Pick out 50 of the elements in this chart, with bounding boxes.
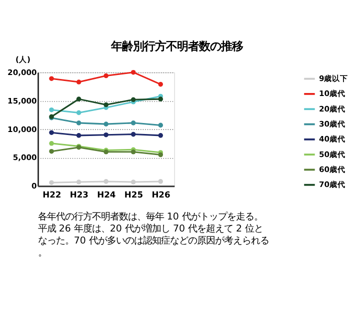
point [130,180,136,184]
x-tick-label: H22 [42,190,62,200]
legend-label: 40歳代 [318,134,346,144]
point [158,152,163,158]
x-tick-label: H25 [124,190,144,200]
point [76,80,82,84]
point [104,102,108,108]
point [104,122,108,126]
point [130,120,136,126]
point [104,132,108,138]
y-axis-title: (人) [16,55,30,64]
point [104,179,108,184]
x-tick-label: H24 [97,190,116,200]
point [49,140,54,146]
text: 各年代の行方不明者数は、毎年 10 代がトップを走る。平成 26 年度は、20 代が増加し 70 代を超えて 2 位となった。70 代が多いのは認知症などの原因が考えられる。 [38,211,269,259]
point [49,107,54,112]
point [104,73,108,78]
x-tick-label: H26 [152,190,170,200]
x-tick-label: H23 [70,190,89,200]
point [76,133,82,138]
point [49,130,54,135]
point [49,180,54,185]
point [76,180,82,184]
point [158,179,163,184]
y-tick-label: 20,000 [8,68,37,78]
chart-title: 年齢別行方不明者数の推移 [110,39,243,54]
y-tick-label: 15,000 [8,96,37,106]
point [158,96,163,102]
y-tick-label: 10,000 [8,124,37,134]
point [130,150,136,154]
point [158,133,163,138]
legend-label: 30歳代 [318,120,346,129]
legend-label: 60歳代 [318,164,346,174]
point [76,120,82,126]
point [130,70,136,75]
point [130,132,136,137]
legend-label: 70歳代 [318,180,346,190]
y-tick-label: 0 [31,182,37,191]
point [130,97,136,102]
point [158,82,163,87]
legend-label: 20歳代 [318,104,346,114]
y-tick-label: 5,000 [12,153,37,162]
legend-label: 10歳代 [318,89,346,98]
point [49,148,54,154]
point [49,76,54,82]
point [158,122,163,128]
point [76,110,82,116]
legend-label: 50歳代 [318,150,346,159]
legend-label: 9歳以下 [318,74,348,84]
point [76,96,82,102]
